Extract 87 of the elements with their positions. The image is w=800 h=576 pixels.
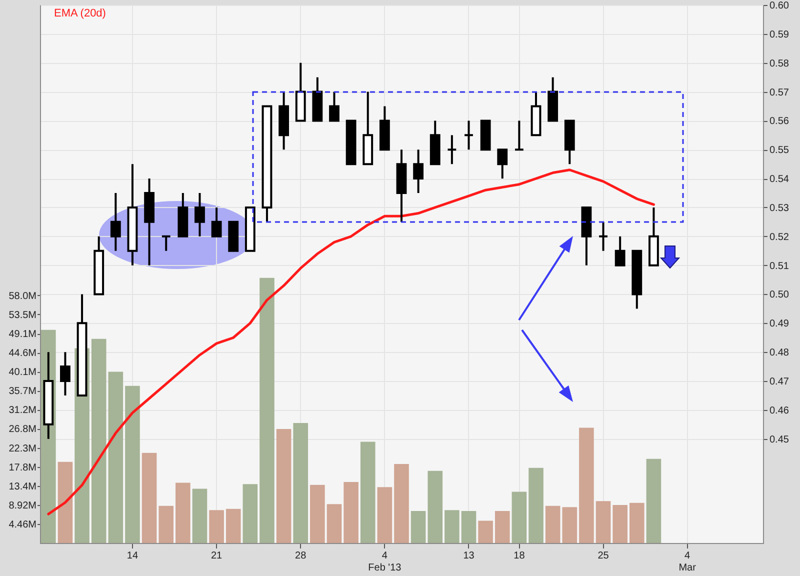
y-tick-label: 0.57 — [770, 87, 790, 98]
bar — [612, 505, 628, 543]
y-tick-label: 0.51 — [770, 260, 790, 272]
y-tick-label: 0.59 — [770, 29, 790, 40]
x-tick-label: 25 — [598, 550, 610, 562]
x-tick-label: 4 Mar — [678, 550, 697, 574]
bar — [629, 502, 644, 543]
bar — [176, 482, 190, 543]
x-tick-label: 4 Feb '13 — [368, 550, 402, 574]
bar — [528, 468, 544, 543]
bar — [461, 510, 476, 543]
line-series — [47, 168, 655, 516]
y2-tick-label: 53.5M — [8, 310, 36, 321]
y2-tick-label: 22.3M — [8, 443, 36, 454]
y2-tick-label: 17.8M — [8, 462, 36, 474]
bar — [344, 482, 358, 543]
y2-tick-label: 35.7M — [8, 386, 36, 398]
bar — [326, 504, 342, 543]
bar — [444, 510, 460, 543]
bar — [512, 492, 527, 543]
bar — [310, 484, 325, 543]
candlestick — [514, 120, 524, 151]
y-tick-label: 0.50 — [770, 290, 790, 301]
bar — [360, 442, 376, 543]
candlestick — [329, 90, 340, 122]
candlestick — [160, 235, 172, 252]
candlestick — [211, 206, 222, 238]
y2-tick-label: 40.1M — [8, 367, 36, 378]
bar — [646, 458, 662, 543]
bar — [158, 506, 174, 543]
y-tick-label: 0.52 — [770, 232, 790, 243]
x-tick-label: 21 — [210, 550, 223, 562]
bar — [142, 452, 157, 543]
x-tick-label: 14 — [126, 550, 138, 562]
bar — [108, 372, 124, 543]
y-tick-label: 0.46 — [770, 405, 790, 416]
bar — [410, 510, 426, 543]
y-tick-label: 0.60 — [770, 0, 790, 12]
candlestick — [413, 148, 424, 194]
y2-tick-label: 31.2M — [8, 405, 36, 416]
candlestick — [194, 192, 205, 238]
bar — [579, 428, 594, 543]
y2-tick-label: 49.1M — [8, 329, 36, 340]
bar — [377, 487, 392, 543]
y-tick-label: 0.49 — [770, 318, 790, 330]
y2-tick-label: 58.0M — [8, 290, 36, 302]
bar — [293, 423, 308, 543]
y-tick-label: 0.47 — [770, 376, 790, 388]
y2-tick-label: 13.4M — [8, 481, 36, 492]
bar — [226, 508, 241, 543]
bar — [562, 507, 578, 543]
y2-tick-label: 26.8M — [8, 424, 36, 436]
candlestick — [464, 120, 474, 151]
candlestick — [598, 220, 608, 252]
candlestick — [110, 192, 121, 252]
x-tick-label: 18 — [514, 550, 526, 562]
bar — [242, 484, 258, 543]
candlestick — [497, 148, 508, 180]
bar — [596, 501, 611, 543]
candlestick — [60, 351, 70, 396]
x-tick-label: 28 — [295, 550, 307, 562]
y-tick-label: 0.58 — [770, 58, 790, 70]
bar — [545, 506, 560, 543]
bar — [494, 510, 510, 543]
bar — [91, 338, 106, 543]
y2-tick-label: 8.92M — [8, 500, 36, 512]
y-tick-label: 0.55 — [770, 145, 790, 156]
bar — [394, 464, 409, 543]
bar — [428, 470, 443, 543]
candlestick — [614, 235, 626, 266]
y2-tick-label: 44.6M — [8, 348, 36, 360]
x-tick-label: 13 — [463, 550, 475, 562]
y-tick-label: 0.56 — [770, 116, 790, 128]
bar — [209, 510, 224, 543]
y-tick-label: 0.53 — [770, 202, 790, 214]
text: EMA (20d) — [54, 8, 106, 20]
bar — [260, 278, 274, 543]
bar — [125, 386, 140, 543]
bar — [192, 488, 208, 543]
y-tick-label: 0.45 — [770, 434, 790, 446]
bar — [276, 428, 292, 543]
y-tick-label: 0.54 — [770, 174, 790, 186]
y2-tick-label: 4.46M — [8, 519, 36, 530]
y-tick-label: 0.48 — [770, 348, 790, 359]
bar — [478, 520, 493, 543]
bar — [58, 462, 73, 543]
candlestick — [446, 134, 458, 166]
